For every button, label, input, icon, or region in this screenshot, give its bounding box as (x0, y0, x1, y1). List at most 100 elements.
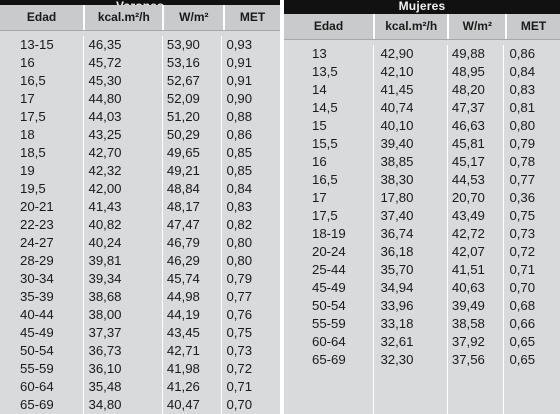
table-cell: 52,67 (166, 73, 200, 88)
table-cell: 20-21 (20, 199, 54, 214)
table-cell: 38,85 (380, 154, 414, 169)
table-cell: 48,95 (451, 64, 485, 79)
table-cell: 47,47 (166, 217, 200, 232)
table-cell: 0,81 (509, 100, 536, 115)
table-cell: 0,70 (226, 397, 253, 412)
mujeres-col-edad: 13 13,5 14 14,5 15 15,5 16 16,5 17 17,5 18-19 20-24… (284, 45, 375, 414)
mujeres-header-edad: Edad (284, 14, 376, 39)
table-cell: 18-19 (312, 226, 346, 241)
varones-header-edad: Edad (0, 5, 86, 30)
table-cell: 0,80 (509, 118, 536, 133)
table-cell: 38,58 (451, 316, 485, 331)
table-cell: 33,96 (380, 298, 414, 313)
table-cell: 14,5 (312, 100, 338, 115)
table-cell: 40,82 (88, 217, 122, 232)
table-cell: 0,84 (226, 181, 253, 196)
table-cell: 40,24 (88, 235, 122, 250)
table-cell: 52,09 (166, 91, 200, 106)
table-cell: 0,65 (509, 352, 536, 367)
table-cell: 0,84 (509, 64, 536, 79)
table-cell: 0,65 (509, 334, 536, 349)
table-cell: 33,18 (380, 316, 414, 331)
table-cell: 0,75 (509, 208, 536, 223)
table-cell: 0,70 (509, 280, 536, 295)
table-cell: 0,85 (226, 163, 253, 178)
table-cell: 50-54 (20, 343, 54, 358)
table-cell: 0,93 (226, 37, 253, 52)
table-cell: 51,20 (166, 109, 200, 124)
table-cell: 39,34 (88, 271, 122, 286)
table-cell: 45,30 (88, 73, 122, 88)
mujeres-header-kcal: kcal.m²/h (375, 14, 450, 39)
table-cell: 17 (20, 91, 35, 106)
table-cell: 35,48 (88, 379, 122, 394)
table-cell: 44,19 (166, 307, 200, 322)
table-cell: 0,91 (226, 55, 253, 70)
table-cell: 0,83 (226, 199, 253, 214)
table-cell: 41,98 (166, 361, 200, 376)
table-cell: 45-49 (20, 325, 54, 340)
table-cell: 20-24 (312, 244, 346, 259)
table-cell: 38,68 (88, 289, 122, 304)
table-cell: 0,75 (226, 325, 253, 340)
table-cell: 41,45 (380, 82, 414, 97)
table-cell: 0,66 (509, 316, 536, 331)
table-cell: 30-34 (20, 271, 54, 286)
table-cell: 47,37 (451, 100, 485, 115)
table-cell: 0,82 (226, 217, 253, 232)
table-cell: 35-39 (20, 289, 54, 304)
mujeres-header-met: MET (520, 19, 547, 33)
varones-col-wm2: 53,90 53,16 52,67 52,09 51,20 50,29 49,65 49,21… (163, 36, 223, 414)
table-cell: 39,49 (451, 298, 485, 313)
table-cell: 41,51 (451, 262, 485, 277)
table-cell: 42,10 (380, 64, 414, 79)
table-cell: 45,72 (88, 55, 122, 70)
table-cell: 36,18 (380, 244, 414, 259)
table-cell: 35,70 (380, 262, 414, 277)
table-cell: 25-44 (312, 262, 346, 277)
varones-body: 13-15 16 16,5 17 17,5 18 18,5 19 19,5 20-21 22-23 2… (0, 31, 280, 414)
table-cell: 18 (20, 127, 35, 142)
table-cell: 44,03 (88, 109, 122, 124)
table-cell: 36,73 (88, 343, 122, 358)
table-cell: 0,80 (226, 235, 253, 250)
table-cell: 60-64 (20, 379, 54, 394)
table-cell: 0,86 (509, 46, 536, 61)
table-cell: 0,73 (226, 343, 253, 358)
table-cell: 0,86 (226, 127, 253, 142)
table-cell: 44,80 (88, 91, 122, 106)
table-cell: 49,21 (166, 163, 200, 178)
table-cell: 15,5 (312, 136, 338, 151)
table-cell: 55-59 (312, 316, 346, 331)
table-cell: 44,53 (451, 172, 485, 187)
table-cell: 50,29 (166, 127, 200, 142)
table-cell: 0,76 (226, 307, 253, 322)
table-cell: 49,88 (451, 46, 485, 61)
varones-header-kcal: kcal.m²/h (85, 5, 165, 30)
table-cell: 40,63 (451, 280, 485, 295)
mujeres-column-headers: Edad kcal.m²/h W/m² MET (284, 14, 560, 40)
table-cell: 43,25 (88, 127, 122, 142)
mujeres-col-kcal: 42,90 42,10 41,45 40,74 40,10 39,40 38,85 38,30… (374, 45, 448, 414)
table-cell: 0,71 (509, 262, 536, 277)
table-cell: 38,00 (88, 307, 122, 322)
table-cell: 45,74 (166, 271, 200, 286)
table-cell: 53,90 (166, 37, 200, 52)
table-cell: 0,71 (226, 379, 253, 394)
table-cell: 0,90 (226, 91, 253, 106)
table-cell: 43,49 (451, 208, 485, 223)
table-cell: 50-54 (312, 298, 346, 313)
table-cell: 46,29 (166, 253, 200, 268)
table-cell: 48,17 (166, 199, 200, 214)
mujeres-col-wm2: 49,88 48,95 48,20 47,37 46,63 45,81 45,17 44,53… (448, 45, 505, 414)
table-cell: 16,5 (312, 172, 338, 187)
mujeres-title: Mujeres (284, 0, 560, 14)
table-cell: 45,17 (451, 154, 485, 169)
table-cell: 0,77 (226, 289, 253, 304)
table-cell: 0,80 (226, 253, 253, 268)
varones-col-kcal: 46,35 45,72 45,30 44,80 44,03 43,25 42,70 42,32… (84, 36, 163, 414)
table-cell: 13,5 (312, 64, 338, 79)
table-cell: 13-15 (20, 37, 54, 52)
table-cell: 39,81 (88, 253, 122, 268)
